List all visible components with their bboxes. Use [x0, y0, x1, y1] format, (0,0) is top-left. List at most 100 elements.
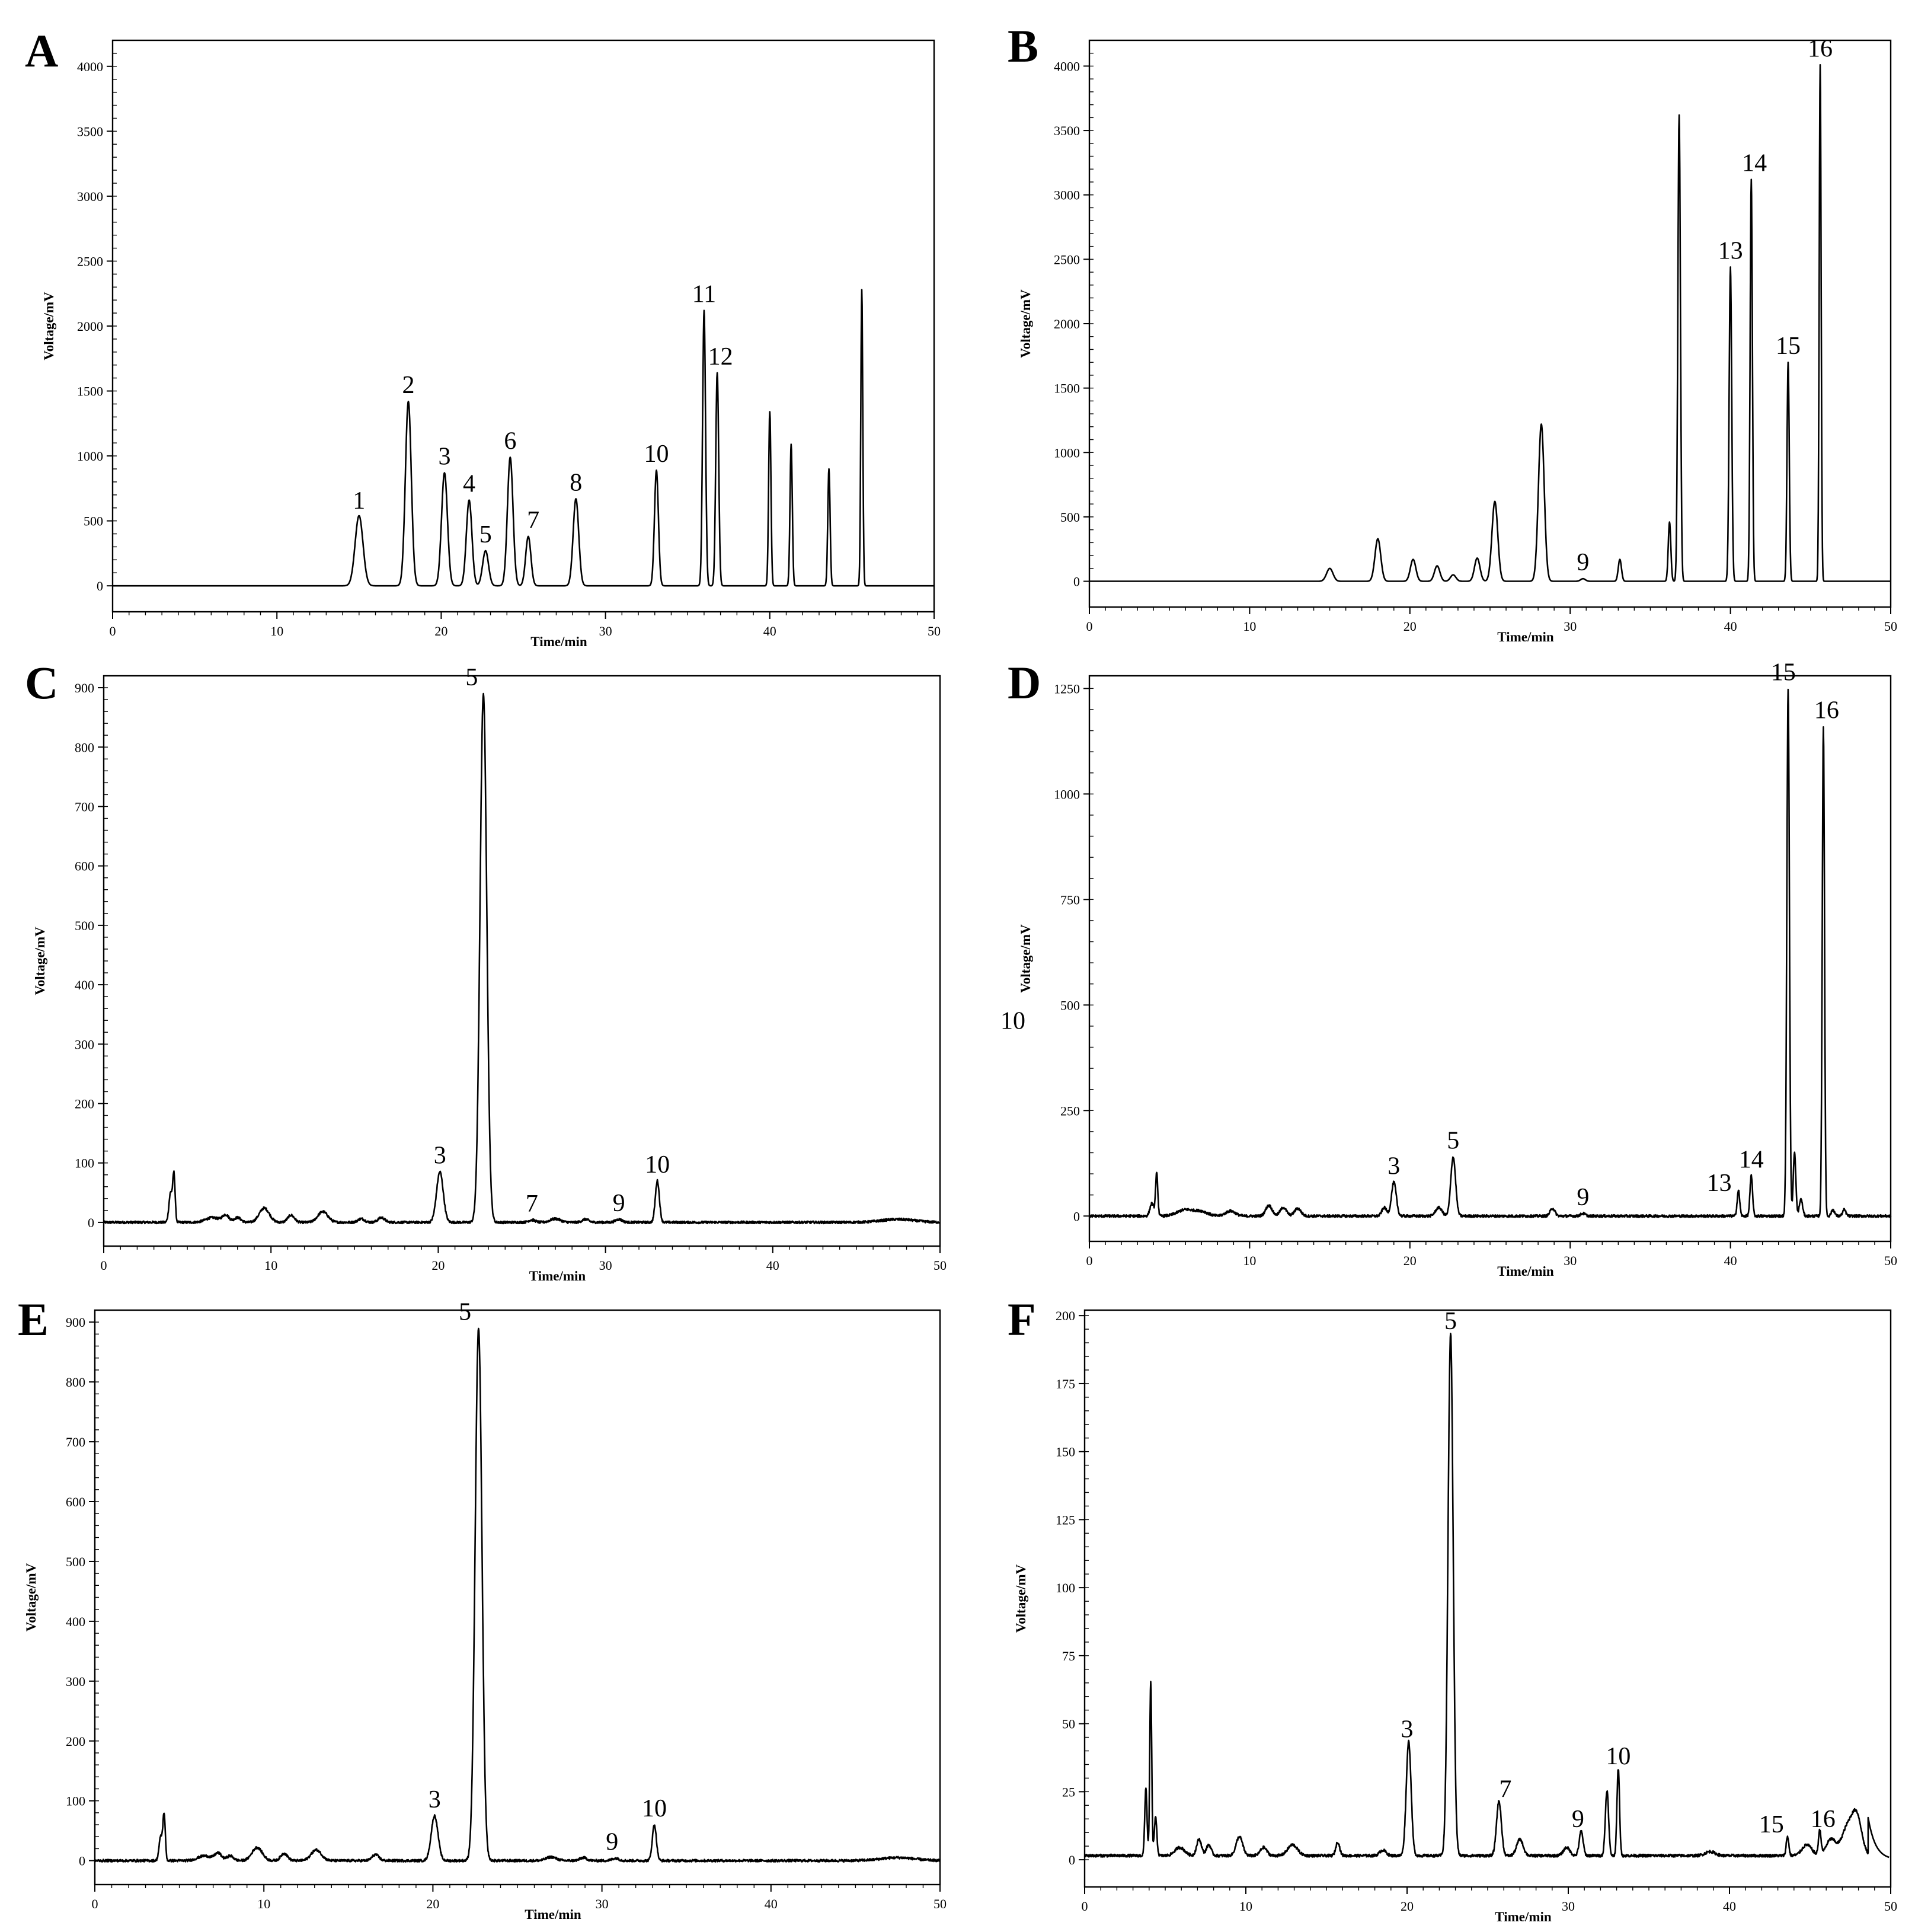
panel-d: D 0 250 500 750 1000 1250 0 10 20 30 40 50 Time/min Vo…: [1000, 657, 1897, 1279]
peak-label: 14: [1742, 150, 1767, 177]
y-tick-label: 300: [75, 1037, 94, 1052]
x-tick-label: 20: [1404, 619, 1417, 634]
y-tick-label: 750: [1060, 892, 1080, 907]
x-tick-label: 30: [1564, 619, 1577, 634]
y-tick-label: 1250: [1054, 681, 1080, 696]
x-tick-label: 40: [766, 1258, 779, 1273]
x-tick-label: 50: [1884, 1899, 1897, 1914]
x-tick-label: 20: [1401, 1899, 1414, 1914]
panel-b: B 0 500 1000 1500 2000 2500 3000 3500 4000 0 10 20 30…: [1008, 20, 1897, 644]
x-tick-label: 0: [1086, 619, 1093, 634]
chromatogram-trace: [94, 1327, 941, 1863]
panel-c: C 0 100 200 300 400 500 600 700 800 900 0 10 20 30 40 50…: [25, 657, 947, 1283]
y-tick-label: 0: [97, 579, 103, 593]
plot-frame: [1088, 39, 1892, 608]
peak-label: 11: [692, 281, 716, 308]
x-axis-label: Time/min: [525, 1907, 581, 1922]
y-tick-label: 2500: [77, 254, 103, 269]
x-axis-label: Time/min: [529, 1269, 586, 1283]
peak-label: 13: [1718, 237, 1743, 264]
y-axis-label: Voltage/mV: [1018, 289, 1033, 358]
peak-label: 5: [1444, 1308, 1457, 1335]
y-tick-label: 1000: [1054, 787, 1080, 801]
y-tick-label: 500: [84, 514, 103, 529]
x-tick-label: 20: [1404, 1253, 1417, 1268]
y-tick-label: 1000: [77, 449, 103, 464]
peak-label: 15: [1776, 333, 1801, 360]
x-tick-label: 40: [765, 1896, 778, 1911]
plot-frame: [1083, 1309, 1892, 1888]
plot-frame: [1088, 675, 1892, 1243]
y-tick-label: 2500: [1054, 252, 1080, 267]
y-tick-label: 0: [1069, 1853, 1075, 1867]
peak-label: 3: [434, 1142, 446, 1170]
peak-label: 13: [1707, 1170, 1732, 1197]
y-tick-label: 4000: [1054, 59, 1080, 74]
peak-label: 9: [1577, 1184, 1589, 1211]
peak-label: 16: [1814, 697, 1839, 724]
x-tick-label: 0: [1086, 1253, 1093, 1268]
panel-letter-b: B: [1008, 20, 1038, 72]
x-tick-label: 10: [257, 1896, 270, 1911]
y-tick-label: 0: [1073, 574, 1080, 589]
peak-label: 10: [1606, 1743, 1631, 1770]
y-tick-label: 400: [75, 978, 94, 992]
y-tick-label: 300: [66, 1674, 85, 1689]
panel-letter-e: E: [18, 1294, 49, 1345]
plot-frame: [94, 1309, 941, 1886]
x-tick-label: 50: [928, 624, 941, 638]
y-tick-label: 100: [75, 1156, 94, 1171]
peak-label: 10: [1000, 1007, 1025, 1034]
peak-label: 1: [353, 487, 365, 515]
peak-label: 10: [642, 1795, 667, 1822]
x-tick-label: 10: [270, 624, 283, 638]
x-tick-label: 30: [1564, 1253, 1577, 1268]
panel-letter-d: D: [1008, 657, 1041, 708]
x-tick-label: 50: [933, 1896, 947, 1911]
y-tick-label: 900: [66, 1315, 85, 1330]
x-tick-label: 0: [1082, 1899, 1088, 1914]
chromatogram-trace: [1083, 1333, 1890, 1858]
peak-label: 9: [613, 1190, 625, 1217]
peak-label: 15: [1759, 1811, 1784, 1838]
chromatogram-trace: [112, 289, 935, 587]
y-tick-label: 0: [79, 1854, 85, 1869]
peak-label: 6: [504, 427, 516, 455]
x-tick-label: 10: [1239, 1899, 1252, 1914]
y-tick-label: 100: [1056, 1580, 1075, 1595]
peak-label: 3: [438, 443, 450, 471]
y-axis-label: Voltage/mV: [41, 292, 56, 360]
y-tick-label: 900: [75, 681, 94, 695]
y-tick-label: 4000: [77, 59, 103, 74]
peak-label: 15: [1771, 659, 1796, 686]
peak-label: 14: [1739, 1147, 1764, 1174]
x-axis-label: Time/min: [1497, 630, 1554, 644]
x-tick-label: 20: [426, 1896, 439, 1911]
y-tick-label: 800: [75, 740, 94, 755]
y-tick-label: 250: [1060, 1103, 1080, 1118]
panel-a: A 0 500 1000 1500 2000 2500 3000 3500 4000 0 10 20 30…: [25, 25, 941, 649]
x-tick-label: 20: [431, 1258, 445, 1273]
x-tick-label: 10: [1243, 1253, 1256, 1268]
chromatogram-trace: [1089, 64, 1891, 582]
peak-label: 5: [459, 1298, 471, 1326]
chromatogram-trace: [103, 692, 941, 1225]
x-tick-label: 0: [92, 1896, 98, 1911]
peak-label: 4: [463, 471, 475, 498]
x-tick-label: 50: [933, 1258, 947, 1273]
y-tick-label: 700: [66, 1435, 85, 1449]
x-tick-label: 30: [599, 624, 612, 638]
y-tick-label: 500: [75, 918, 94, 933]
y-tick-label: 200: [1056, 1308, 1075, 1323]
peak-label: 8: [570, 469, 582, 496]
y-axis-label: Voltage/mV: [33, 927, 47, 995]
x-tick-label: 40: [1723, 1899, 1736, 1914]
peak-label: 5: [479, 521, 492, 548]
peak-label: 10: [644, 440, 669, 468]
peak-label: 7: [526, 1190, 538, 1218]
y-tick-label: 600: [66, 1494, 85, 1509]
y-tick-label: 200: [75, 1097, 94, 1112]
y-axis-label: Voltage/mV: [1018, 924, 1033, 993]
y-tick-label: 200: [66, 1734, 85, 1749]
